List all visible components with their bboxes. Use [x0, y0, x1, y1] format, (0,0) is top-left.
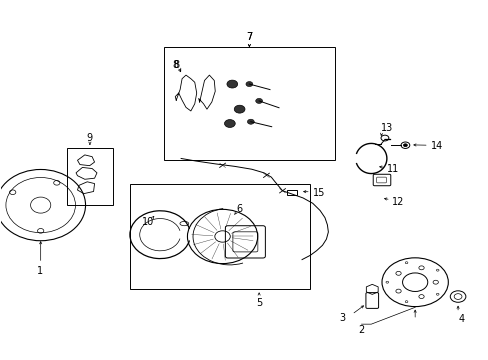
- Text: 6: 6: [236, 204, 242, 215]
- Circle shape: [245, 82, 252, 87]
- Circle shape: [224, 120, 235, 127]
- Bar: [287, 190, 297, 195]
- Bar: [130, 184, 310, 289]
- Text: 13: 13: [381, 123, 393, 133]
- Circle shape: [234, 105, 244, 113]
- Bar: [163, 47, 334, 160]
- Circle shape: [255, 98, 262, 103]
- Text: 5: 5: [256, 298, 262, 308]
- Text: 10: 10: [142, 217, 154, 227]
- Text: 9: 9: [87, 133, 93, 143]
- Text: 15: 15: [312, 188, 325, 198]
- Circle shape: [247, 119, 254, 124]
- Text: 14: 14: [430, 140, 442, 150]
- Text: 2: 2: [358, 325, 364, 334]
- Text: 7: 7: [246, 32, 252, 41]
- Text: 3: 3: [338, 313, 345, 323]
- Text: 11: 11: [386, 164, 399, 174]
- Circle shape: [403, 144, 407, 147]
- Text: 12: 12: [391, 197, 404, 207]
- Circle shape: [226, 80, 237, 88]
- Bar: [66, 148, 113, 205]
- Text: 8: 8: [173, 60, 179, 70]
- Text: 4: 4: [457, 314, 464, 324]
- Text: 7: 7: [246, 32, 252, 41]
- Text: 8: 8: [172, 59, 178, 69]
- Text: 1: 1: [37, 266, 42, 276]
